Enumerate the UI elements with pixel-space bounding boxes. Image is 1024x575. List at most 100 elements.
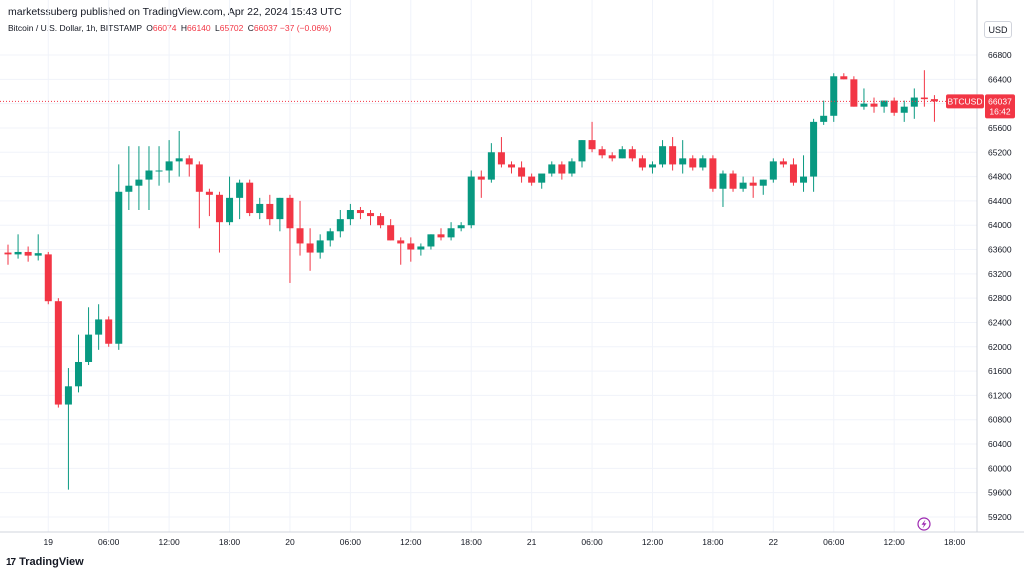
candle-body xyxy=(840,76,848,80)
low-value: 65702 xyxy=(219,23,244,33)
time-axis-label: 21 xyxy=(527,537,537,547)
candle-body xyxy=(387,225,395,241)
candle-body xyxy=(226,197,234,223)
symbol-legend: Bitcoin / U.S. Dollar, 1h, BITSTAMP O660… xyxy=(8,23,331,33)
price-axis-label: 63200 xyxy=(988,269,1012,279)
time-axis-label: 18:00 xyxy=(219,537,241,547)
high-label: H xyxy=(180,23,187,33)
axis-lines xyxy=(0,0,1024,533)
candle-body xyxy=(185,158,193,165)
candle-body xyxy=(346,210,354,220)
price-axis-label: 60000 xyxy=(988,463,1012,473)
tradingview-logo[interactable]: 17 TradingView xyxy=(6,556,84,568)
candle-body xyxy=(367,213,375,217)
price-axis-labels: 59200 59600 60000 60400 60800 61200 61600 62000… xyxy=(988,50,1012,522)
price-axis-label: 59600 xyxy=(988,488,1012,498)
open-label: O xyxy=(146,23,153,33)
candle-body xyxy=(316,240,324,253)
candle-body xyxy=(306,243,314,253)
candle-body xyxy=(195,164,203,192)
price-axis-label: 61600 xyxy=(988,366,1012,376)
time-axis-label: 20 xyxy=(285,537,295,547)
candle-body xyxy=(860,103,868,107)
candle-body xyxy=(679,158,687,165)
candle-body xyxy=(417,246,425,250)
symbol-name: Bitcoin / U.S. Dollar, 1h, BITSTAMP xyxy=(8,23,142,33)
candle-body xyxy=(24,251,32,256)
candle-body xyxy=(115,191,123,344)
candle-body xyxy=(538,173,546,183)
price-axis-label: 64000 xyxy=(988,220,1012,230)
candle-body xyxy=(397,240,405,244)
low-label: L xyxy=(215,23,220,33)
candle-body xyxy=(870,103,878,107)
candle-body xyxy=(74,361,82,387)
price-axis-label: 60400 xyxy=(988,439,1012,449)
time-axis-label: 19 xyxy=(44,537,54,547)
open-value: 66074 xyxy=(152,23,177,33)
tradingview-logo-icon: 17 xyxy=(6,556,16,568)
candle-body xyxy=(236,182,244,198)
candle-body xyxy=(155,170,163,172)
candle-body xyxy=(4,252,12,255)
last-price-tag: BTCUSD 66037 16:42 xyxy=(946,94,1015,119)
candle-body xyxy=(779,161,787,165)
candle-body xyxy=(447,228,455,238)
candle-body xyxy=(578,140,586,162)
candle-body xyxy=(699,158,707,168)
time-axis-label: 18:00 xyxy=(944,537,966,547)
candle-body xyxy=(105,319,113,344)
change-value: −37 (−0.06%) xyxy=(279,23,332,33)
candle-body xyxy=(749,182,757,186)
price-tag-countdown: 16:42 xyxy=(989,106,1011,116)
time-axis-label: 12:00 xyxy=(158,537,180,547)
tradingview-brand: TradingView xyxy=(19,556,84,568)
price-tag-value: 66037 xyxy=(988,96,1012,106)
price-axis-label: 66800 xyxy=(988,50,1012,60)
symbol-tag-text: BTCUSD xyxy=(948,96,983,106)
candle-body xyxy=(598,149,606,156)
candle-body xyxy=(759,179,767,186)
candle-body xyxy=(588,140,596,150)
time-axis-label: 06:00 xyxy=(823,537,845,547)
candle-body xyxy=(508,164,515,168)
candle-body xyxy=(85,334,93,362)
candle-body xyxy=(165,161,173,171)
candle-body xyxy=(326,231,334,241)
candle-body xyxy=(719,173,727,189)
candle-body xyxy=(276,197,284,220)
price-axis-label: 60800 xyxy=(988,415,1012,425)
currency-button[interactable]: USD xyxy=(984,21,1012,38)
candle-body xyxy=(729,173,737,189)
candle-body xyxy=(477,176,485,180)
time-axis-label: 06:00 xyxy=(98,537,120,547)
candle-body xyxy=(356,210,364,214)
price-axis-label: 62800 xyxy=(988,293,1012,303)
candle-body xyxy=(628,149,636,159)
time-axis-label: 12:00 xyxy=(400,537,422,547)
publisher-line: marketssuberg published on TradingView.c… xyxy=(8,6,342,18)
candle-body xyxy=(467,176,475,226)
time-axis-label: 18:00 xyxy=(461,537,483,547)
price-axis-label: 65600 xyxy=(988,123,1012,133)
candle-body xyxy=(14,251,22,255)
candle-body xyxy=(789,164,797,183)
time-axis-label: 18:00 xyxy=(702,537,724,547)
candle-body xyxy=(437,234,445,238)
time-axis-label: 12:00 xyxy=(884,537,906,547)
candle-body xyxy=(769,161,777,180)
lightning-icon[interactable] xyxy=(917,517,931,531)
high-value: 66140 xyxy=(187,23,211,33)
candle-body xyxy=(497,152,505,165)
candle-body xyxy=(407,243,415,250)
candle-body xyxy=(548,164,556,174)
time-axis-labels: 19 06:00 12:00 18:00 20 06:00 12:00 18:00 21 06:0… xyxy=(44,537,966,547)
candle-body xyxy=(427,234,435,247)
candle-body xyxy=(800,176,808,183)
candle-body xyxy=(457,225,465,229)
candle-body xyxy=(920,97,928,100)
price-axis-label: 62400 xyxy=(988,317,1012,327)
candle-body xyxy=(659,146,667,165)
candle-body xyxy=(175,158,183,162)
